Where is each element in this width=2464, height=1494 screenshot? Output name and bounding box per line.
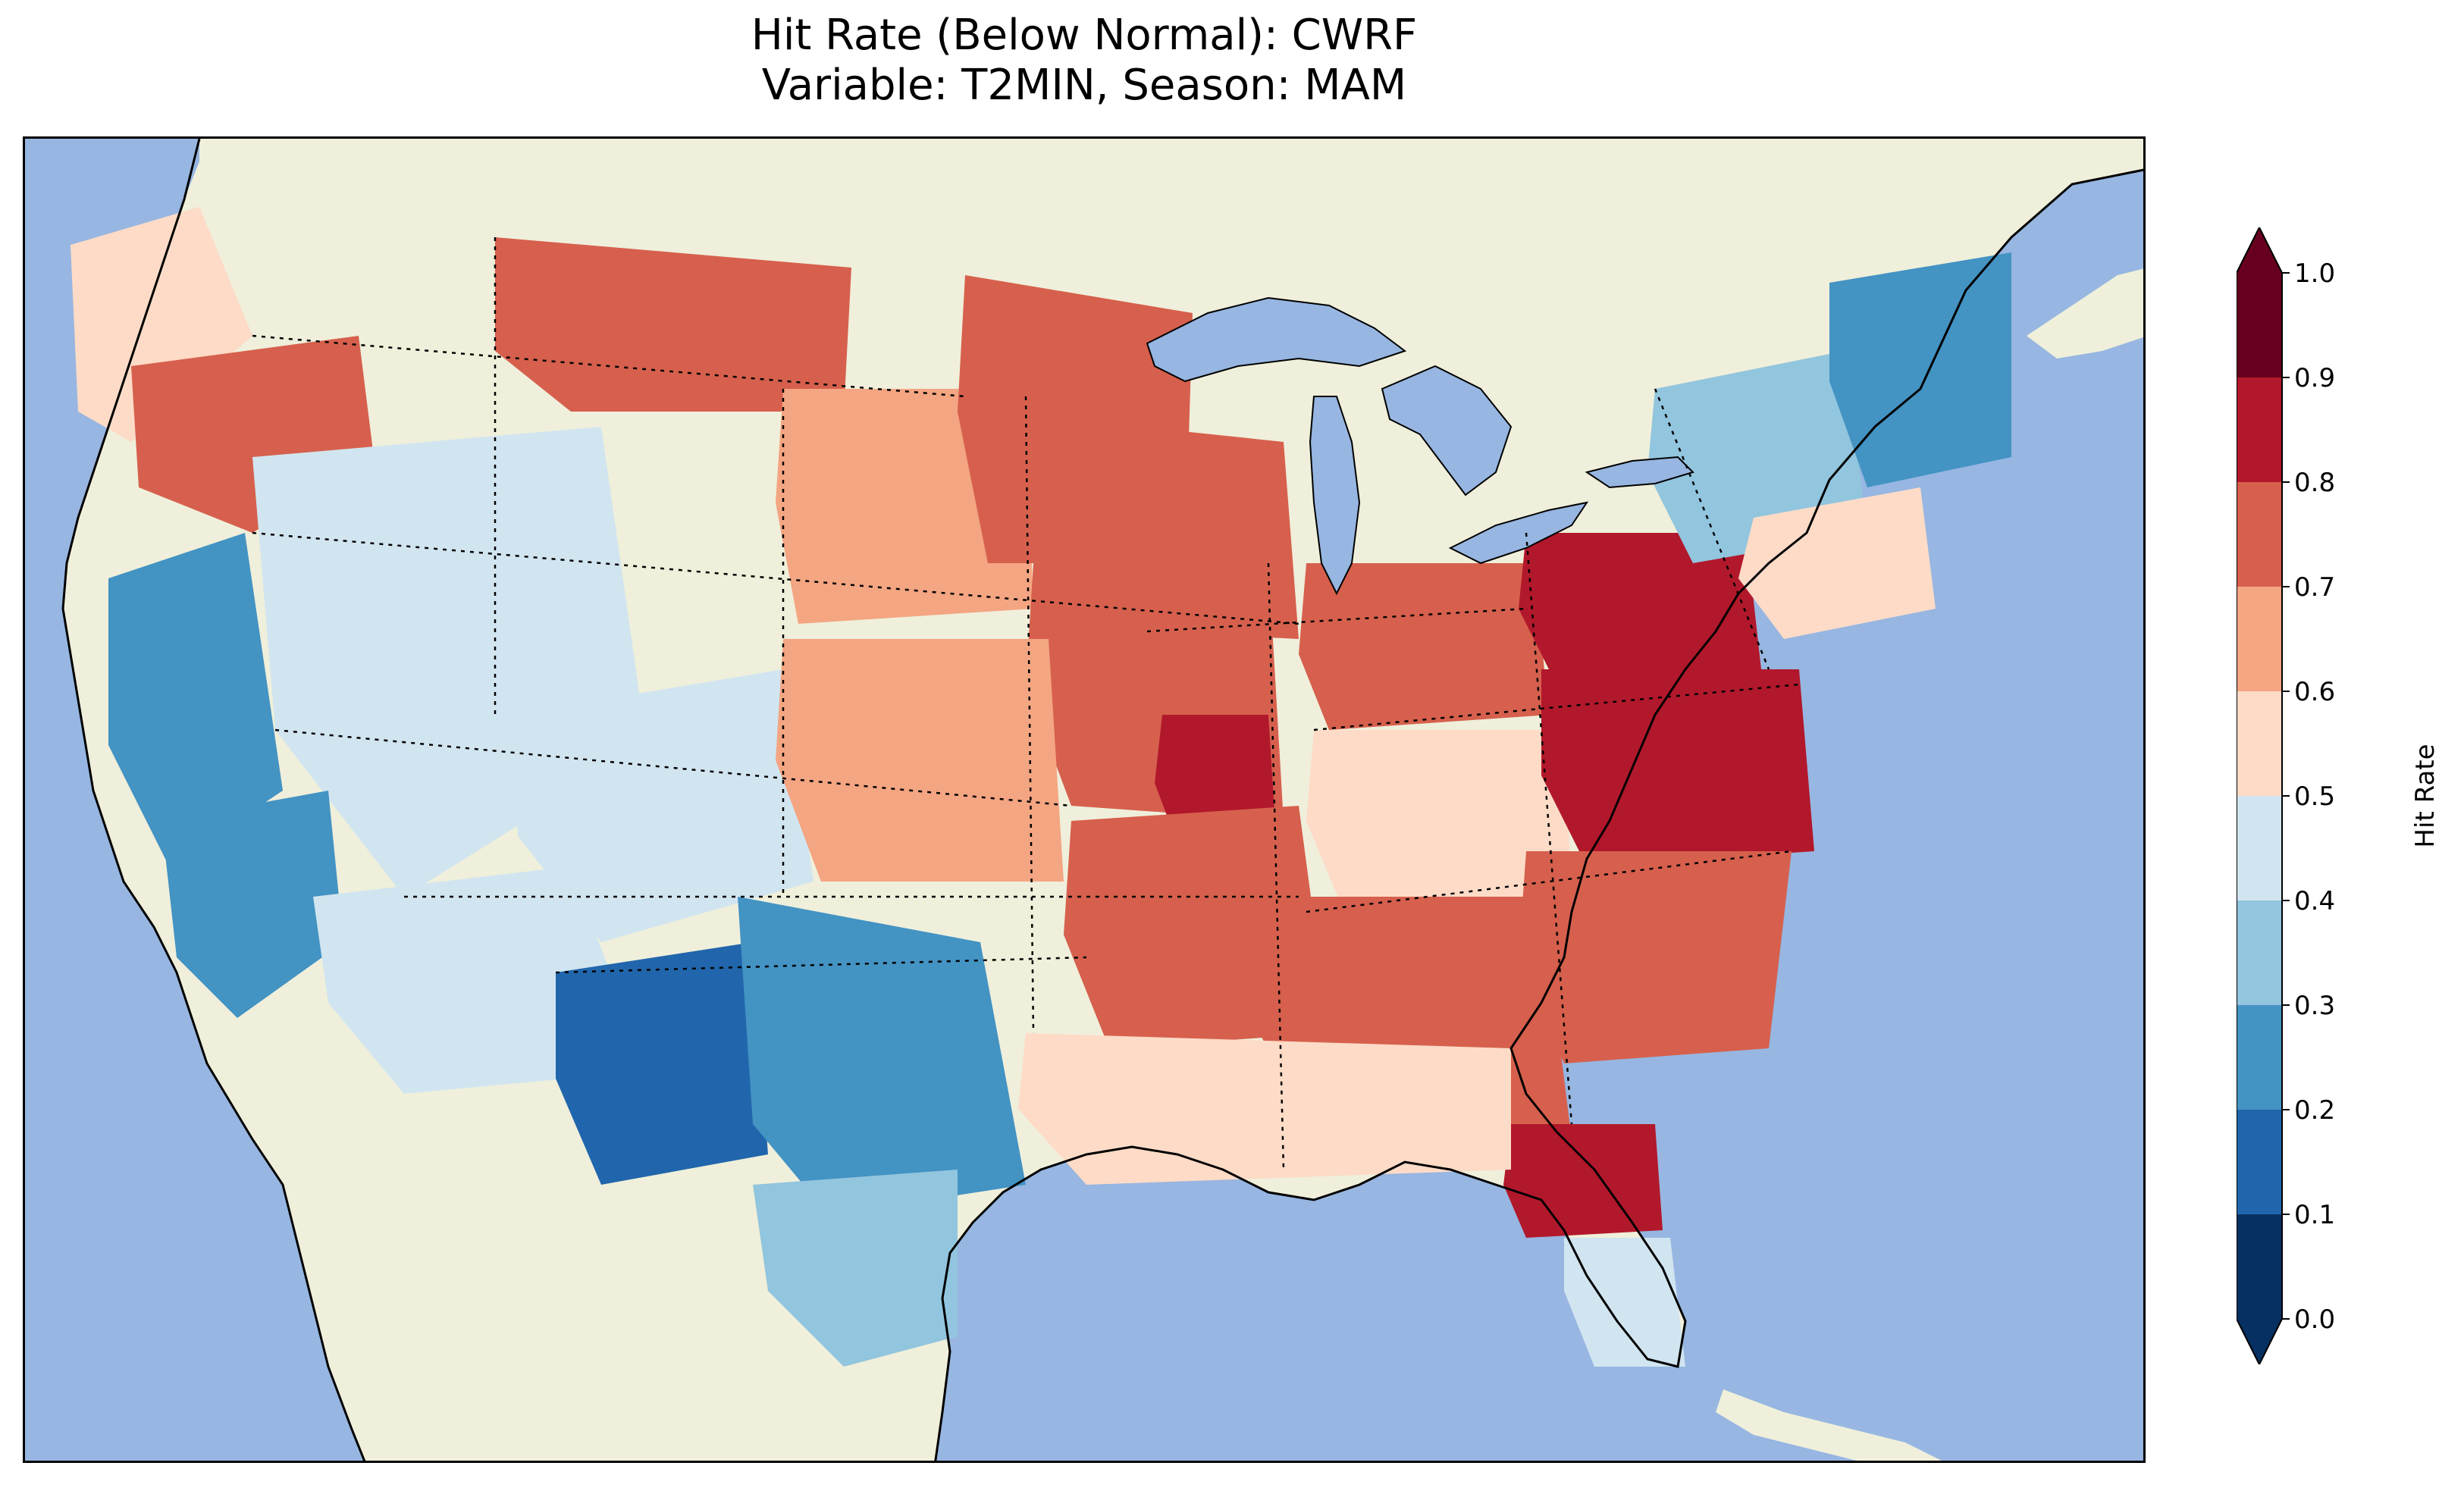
- region-gulf-coast: [1018, 1033, 1511, 1185]
- state-border-line: [252, 531, 1299, 625]
- colorbar-bin: [2237, 1214, 2282, 1319]
- colorbar-tick-label: 0.7: [2294, 572, 2335, 603]
- region-california-central-valley: [108, 533, 283, 866]
- map-title: Hit Rate (Below Normal): CWRF Variable: …: [23, 11, 2146, 111]
- state-borders: [252, 237, 1800, 1170]
- region-southern-california: [161, 791, 343, 1018]
- land-nova-scotia: [2027, 268, 2143, 359]
- lake-ontario: [1585, 456, 1694, 489]
- lake-huron: [1381, 365, 1513, 496]
- colorbar-outline: [2237, 227, 2283, 1364]
- region-south-texas: [753, 1170, 958, 1367]
- coastline: [61, 139, 366, 1461]
- colorbar-tick-label: 0.6: [2294, 677, 2335, 707]
- colorbar-ticks: 0.0 0.1 0.2 0.3 0.4 0.5 0.6 0.7 0.8 0.9 1.0: [2282, 258, 2335, 1335]
- colorbar-bin: [2237, 273, 2282, 377]
- region-kansas-oklahoma: [776, 639, 1064, 882]
- map-frame: [23, 136, 2146, 1463]
- colorbar-tick-label: 1.0: [2294, 258, 2335, 289]
- map-canvas: [25, 139, 2143, 1461]
- region-north-florida: [1503, 1124, 1663, 1238]
- region-southern-new-england: [1738, 487, 1936, 639]
- region-pennsylvania: [1519, 533, 1761, 684]
- colorbar-tick-label: 0.8: [2294, 468, 2335, 498]
- state-border-line: [252, 334, 966, 398]
- colorbar-bin: [2237, 482, 2282, 587]
- region-montana-north: [495, 237, 851, 412]
- region-maine-new-hampshire: [1829, 252, 2011, 487]
- hit-rate-field: [71, 207, 2011, 1367]
- colorbar-bin: [2237, 900, 2282, 1005]
- colorbar-bin: [2237, 587, 2282, 691]
- state-border-line: [1525, 532, 1573, 1125]
- lake-superior: [1146, 296, 1407, 383]
- region-pacific-northwest-coast: [71, 207, 252, 442]
- colorbar-bin: [2237, 1005, 2282, 1110]
- colorbar: 0.0 0.1 0.2 0.3 0.4 0.5 0.6 0.7 0.8 0.9 1.0: [2237, 227, 2335, 1364]
- land-cuba: [1716, 1389, 1942, 1461]
- region-west-texas: [556, 942, 768, 1185]
- region-carolinas: [1519, 851, 1792, 1063]
- coastline-gulf: [934, 168, 2143, 1461]
- colorbar-tick-label: 0.3: [2294, 991, 2335, 1021]
- lake-erie: [1448, 501, 1589, 565]
- colorbar-label: Hit Rate: [2410, 744, 2440, 847]
- colorbar-bin: [2237, 377, 2282, 482]
- state-border-line: [274, 728, 1072, 807]
- lake-michigan: [1309, 396, 1361, 596]
- colorbar-bin: [2237, 1110, 2282, 1214]
- region-central-texas: [738, 897, 1026, 1215]
- region-kentucky-tennessee: [1306, 730, 1572, 912]
- colorbar-tick-label: 0.4: [2294, 886, 2335, 916]
- colorbar-extend-over: [2237, 227, 2282, 273]
- colorbar-bin: [2237, 796, 2282, 900]
- colorbar-tick-label: 0.9: [2294, 363, 2335, 393]
- state-border-line: [555, 956, 1087, 974]
- state-border-line: [1024, 396, 1035, 1034]
- region-virginia: [1541, 669, 1814, 866]
- region-colorado-plateau: [510, 669, 813, 942]
- state-border-line: [1267, 562, 1285, 1170]
- colorbar-extend-under: [2237, 1319, 2282, 1364]
- map-title-line-2: Variable: T2MIN, Season: MAM: [761, 61, 1407, 110]
- region-south-florida: [1564, 1238, 1685, 1367]
- map-title-line-1: Hit Rate (Below Normal): CWRF: [751, 11, 1418, 60]
- colorbar-bin: [2237, 691, 2282, 796]
- colorbar-tick-label: 0.1: [2294, 1200, 2335, 1230]
- colorbar-axis-label: Hit Rate: [2410, 744, 2440, 847]
- colorbar-bins: [2237, 273, 2282, 1319]
- land-baja: [313, 1276, 418, 1461]
- region-ohio-valley: [1299, 563, 1549, 730]
- great-lakes: [1146, 296, 1694, 596]
- colorbar-tick-label: 0.5: [2294, 781, 2335, 812]
- colorbar-tick-label: 0.2: [2294, 1095, 2335, 1126]
- colorbar-tick-label: 0.0: [2294, 1305, 2335, 1335]
